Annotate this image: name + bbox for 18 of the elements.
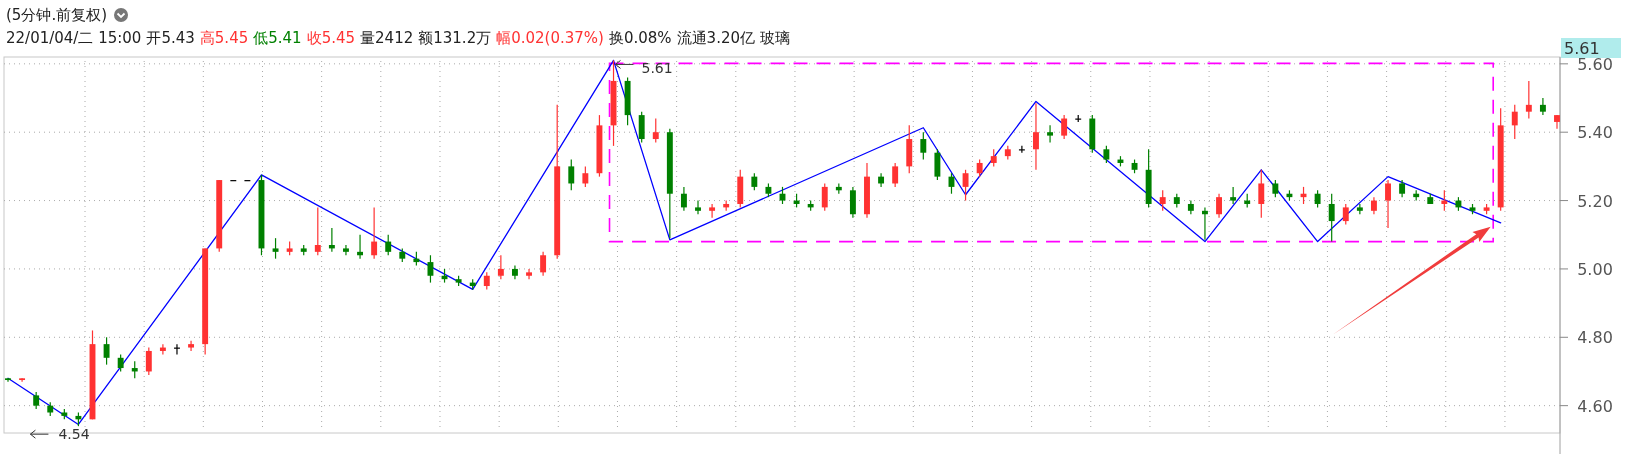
chart-title: (5分钟.前复权) <box>6 6 108 24</box>
y-tick-label: 4.60 <box>1577 396 1613 416</box>
text: 22/01/04/二 15:00 <box>6 29 142 47</box>
y-tick-label: 5.40 <box>1577 123 1613 143</box>
y-tick-label: 5.00 <box>1577 259 1613 279</box>
text: 流通3.20亿 <box>676 29 756 47</box>
text: 开5.43 <box>146 29 195 47</box>
text: 换0.08% <box>608 29 672 47</box>
y-tick-label: 5.20 <box>1577 191 1613 211</box>
text: 幅0.02(0.37%) <box>496 29 604 47</box>
text: 低5.41 <box>253 29 302 47</box>
y-tick-label: 4.80 <box>1577 328 1613 348</box>
text: 高5.45 <box>199 29 249 47</box>
text: 玻璃 <box>760 29 791 47</box>
text: 收5.45 <box>306 29 356 47</box>
axis-price-label: 5.61 <box>1561 38 1621 58</box>
text: 额131.2万 <box>418 29 492 47</box>
text: 量2412 <box>360 29 414 47</box>
